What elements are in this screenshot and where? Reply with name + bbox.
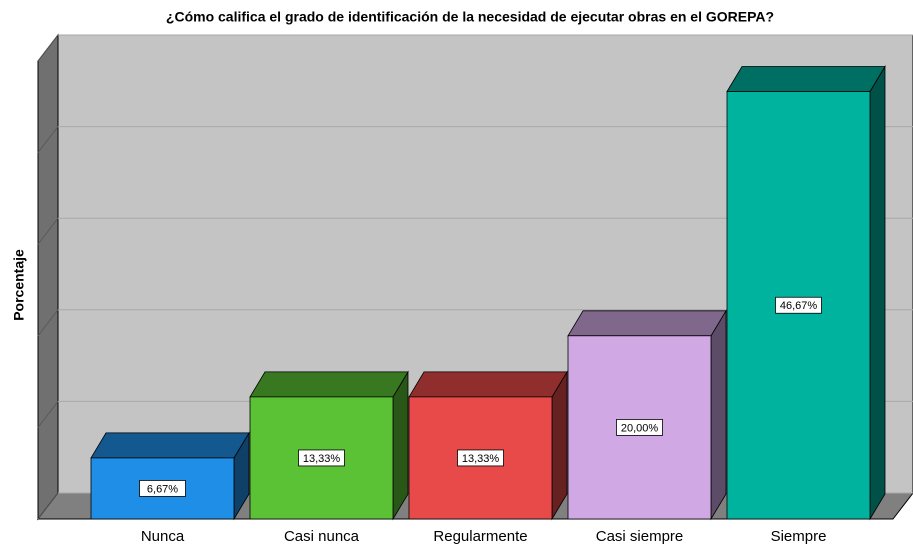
x-tick-label: Siempre	[771, 528, 827, 544]
bar-top	[567, 310, 727, 337]
value-label-box	[616, 418, 663, 436]
value-label-box	[298, 449, 345, 467]
x-tick-label: Nunca	[141, 528, 185, 544]
wall-grid-line	[37, 401, 59, 428]
y-axis-label: Porcentaje	[11, 249, 27, 321]
bar-side	[869, 65, 886, 521]
wall-grid-line	[37, 217, 59, 245]
bar-side	[710, 309, 727, 521]
bar-side	[392, 370, 409, 521]
bar-top	[90, 432, 250, 459]
left-wall	[37, 33, 59, 521]
bar-top	[249, 371, 409, 398]
value-label: 13,33%	[303, 453, 341, 465]
x-tick-label: Casi nunca	[284, 528, 360, 544]
x-tick-label: Casi siempre	[596, 528, 684, 544]
value-label-box	[775, 296, 822, 314]
x-tick-label: Regularmente	[433, 528, 527, 544]
value-label: 13,33%	[462, 453, 500, 465]
value-label: 6,67%	[147, 483, 178, 495]
wall-grid-line	[37, 126, 59, 153]
bar-top	[726, 66, 886, 92]
value-label: 20,00%	[621, 422, 659, 434]
value-label: 46,67%	[780, 300, 818, 312]
value-label-box	[139, 480, 186, 497]
bar-top	[408, 371, 568, 398]
wall-grid-line	[37, 492, 59, 520]
value-label-box	[457, 449, 504, 467]
wall-grid-line	[37, 34, 59, 62]
bar-side	[551, 370, 568, 521]
chart-title: ¿Cómo califica el grado de identificació…	[166, 9, 774, 25]
wall-grid-line	[37, 309, 59, 337]
